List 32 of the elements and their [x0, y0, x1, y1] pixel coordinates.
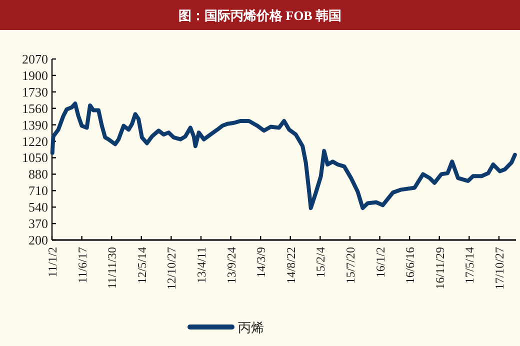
x-tick-label: 17/10/27 [492, 247, 506, 290]
y-tick-label: 1220 [22, 134, 48, 149]
x-tick-label: 17/5/14 [462, 247, 477, 284]
y-tick-label: 370 [28, 216, 48, 232]
legend-label: 丙烯 [238, 320, 264, 335]
legend: 丙烯 [188, 320, 264, 335]
x-tick-label: 15/7/20 [343, 247, 358, 284]
y-tick-label: 880 [28, 166, 48, 182]
x-tick-label: 12/5/14 [134, 247, 149, 284]
x-tick-label: 14/3/9 [254, 247, 268, 278]
x-tick-label: 11/11/30 [105, 247, 120, 289]
y-tick-label: 1050 [22, 150, 48, 166]
x-tick-label: 15/2/4 [314, 247, 328, 278]
x-tick-label: 11/6/17 [75, 247, 90, 284]
y-tick-label: 540 [28, 200, 48, 215]
x-tick-label: 16/6/16 [403, 247, 418, 284]
x-tick-label: 11/1/2 [46, 247, 60, 278]
y-tick-label: 1900 [22, 68, 48, 83]
title-banner: 图：国际丙烯价格 FOB 韩国 [0, 0, 520, 30]
x-tick-label: 13/9/24 [224, 247, 238, 284]
y-tick-label: 1390 [22, 117, 48, 132]
y-tick-label: 2070 [22, 52, 48, 66]
x-tick-label: 12/10/27 [164, 247, 179, 290]
y-tick-label: 1560 [22, 100, 48, 116]
y-tick-label: 710 [28, 183, 48, 198]
x-tick-label: 13/4/11 [194, 247, 208, 284]
y-tick-label: 200 [28, 232, 48, 248]
x-tick-label: 16/11/29 [432, 247, 447, 290]
chart-title: 图：国际丙烯价格 FOB 韩国 [178, 8, 342, 23]
y-tick-label: 1730 [22, 84, 48, 100]
x-tick-label: 16/1/2 [373, 247, 388, 278]
x-tick-label: 14/8/22 [284, 247, 298, 284]
